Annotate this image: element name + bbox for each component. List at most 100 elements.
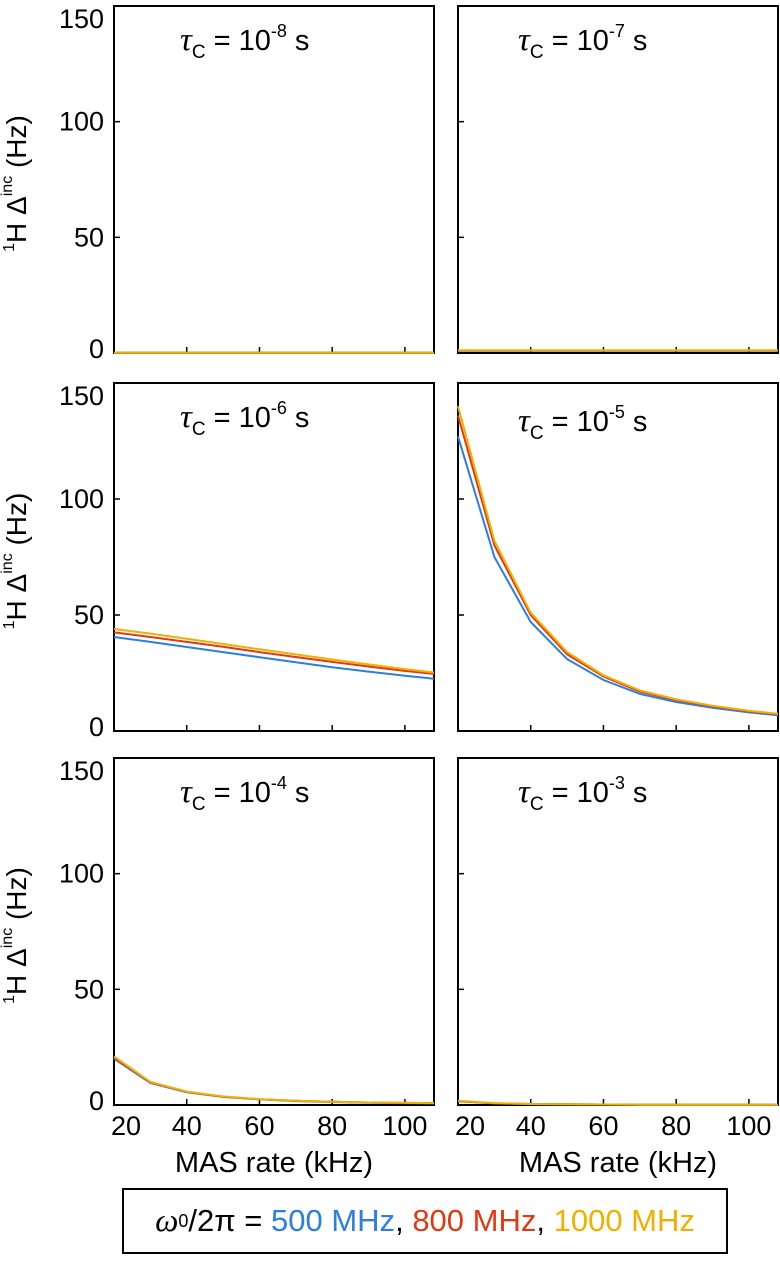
panel-label: τC = 10-6 s — [180, 398, 309, 440]
y-tick-label: 150 — [59, 756, 104, 786]
series-line-800-mhz — [113, 1056, 435, 1105]
panel-label-tau: τ — [518, 22, 531, 58]
panel-label-unit: s — [625, 406, 648, 438]
panel-label-exp: -8 — [271, 21, 287, 41]
legend-separator-2: , — [536, 1203, 545, 1238]
x-tick-label: 100 — [382, 1111, 427, 1141]
panel-label-eq: = 10 — [544, 777, 609, 809]
panel-6: 20 40 60 80 100 τC = 10-3 s MAS rate (kHz) — [455, 757, 779, 1179]
y-tick-label: 100 — [59, 107, 104, 137]
x-tick-label: 100 — [726, 1111, 771, 1141]
legend-entry-500: 500 MHz — [271, 1203, 396, 1238]
legend-suffix: /2π = — [188, 1203, 263, 1238]
y-axis-title-main: H Δ — [1, 948, 32, 995]
panel-label-unit: s — [287, 777, 310, 809]
x-tick-label: 20 — [111, 1111, 141, 1141]
y-axis-title-units: (Hz) — [1, 867, 32, 928]
panel-label-unit: s — [287, 25, 310, 57]
x-tick-label: 40 — [172, 1111, 202, 1141]
panel-label-exp: -4 — [271, 773, 287, 793]
y-axis-title-main: H Δ — [1, 196, 32, 243]
panel-label-exp: -6 — [271, 398, 287, 418]
y-tick-label: 150 — [59, 381, 104, 411]
y-axis-title: 1H Δinc (Hz) — [0, 115, 32, 252]
y-tick-label: 50 — [74, 222, 104, 252]
panel-label-tau: τ — [180, 22, 193, 58]
panel-label-tau: τ — [518, 774, 531, 810]
y-axis-title-units: (Hz) — [1, 115, 32, 176]
panel-label: τC = 10-5 s — [518, 402, 647, 444]
panel-2: τC = 10-7 s — [457, 5, 779, 354]
legend-entry-1000: 1000 MHz — [553, 1203, 695, 1238]
y-tick-label: 50 — [74, 600, 104, 630]
series-line-1000-mhz — [457, 1099, 778, 1106]
series-line-500-mhz — [113, 636, 435, 680]
legend-entry-800: 800 MHz — [412, 1203, 537, 1238]
y-axis-title: 1H Δinc (Hz) — [0, 867, 32, 1004]
panel-label-unit: s — [287, 402, 310, 434]
panel-frame — [457, 382, 779, 732]
series-line-1000-mhz — [457, 405, 779, 715]
x-tick-label: 80 — [317, 1111, 347, 1141]
panel-label-sub: C — [530, 42, 544, 63]
series-line-500-mhz — [457, 436, 779, 717]
legend-separator-1: , — [395, 1203, 404, 1238]
panel-label-exp: -7 — [609, 21, 625, 41]
panel-label-exp: -5 — [609, 402, 625, 422]
legend-subscript: 0 — [178, 1210, 189, 1231]
panel-label-sub: C — [530, 794, 544, 815]
y-axis-title-main: H Δ — [1, 574, 32, 621]
panel-frame — [457, 5, 779, 354]
legend: ω 0/2π = 500 MHz, 800 MHz, 1000 MHz — [122, 1188, 728, 1254]
panel-label-tau: τ — [518, 403, 531, 439]
panel-label-unit: s — [625, 25, 648, 57]
panel-label-exp: -3 — [609, 773, 625, 793]
y-tick-label: 0 — [89, 334, 104, 364]
y-axis-title-units: (Hz) — [1, 493, 32, 554]
panel-frame — [457, 757, 779, 1106]
y-axis-title-prefix: 1 — [1, 243, 18, 252]
panel-label-sub: C — [192, 42, 206, 63]
series-line-800-mhz — [113, 631, 435, 675]
series-line-500-mhz — [113, 1057, 435, 1105]
panel-3: 0 50 100 150 τC = 10-6 s 1H Δinc (Hz) — [0, 381, 435, 742]
panel-label-tau: τ — [180, 774, 193, 810]
y-axis-title: 1H Δinc (Hz) — [0, 493, 32, 630]
panel-4: τC = 10-5 s — [457, 382, 779, 732]
panel-5: 20 40 60 80 100 0 50 100 150 τC = 10-4 s 1H Δinc (… — [0, 756, 435, 1179]
panel-label-unit: s — [625, 777, 648, 809]
legend-symbol: ω — [155, 1202, 179, 1239]
series-line-1000-mhz — [113, 1055, 435, 1105]
panel-1: 0 50 100 150 τC = 10-8 s 1H Δinc (Hz) — [0, 4, 435, 364]
y-axis-title-sup: inc — [0, 553, 16, 573]
panel-label-sub: C — [530, 423, 544, 444]
y-axis-title-prefix: 1 — [1, 995, 18, 1004]
y-tick-label: 100 — [59, 859, 104, 889]
panel-label-tau: τ — [180, 399, 193, 435]
series-line-1000-mhz — [113, 627, 435, 674]
panel-label: τC = 10-3 s — [518, 773, 647, 815]
y-axis-title-sup: inc — [0, 176, 16, 196]
y-axis-title-prefix: 1 — [1, 620, 18, 629]
y-tick-label: 0 — [89, 1086, 104, 1116]
panel-label-eq: = 10 — [206, 777, 271, 809]
panel-frame — [113, 757, 435, 1106]
panel-label: τC = 10-4 s — [180, 773, 309, 815]
y-tick-label: 150 — [59, 4, 104, 34]
panel-frame — [113, 5, 435, 354]
x-tick-label: 80 — [661, 1111, 691, 1141]
panel-label-eq: = 10 — [544, 406, 609, 438]
panel-frame — [113, 382, 435, 732]
x-tick-label: 60 — [244, 1111, 274, 1141]
panel-label-sub: C — [192, 419, 206, 440]
panel-label-eq: = 10 — [206, 402, 271, 434]
x-tick-label: 40 — [516, 1111, 546, 1141]
y-tick-label: 100 — [59, 484, 104, 514]
x-axis-title: MAS rate (kHz) — [175, 1147, 373, 1179]
x-tick-label: 20 — [455, 1111, 485, 1141]
panel-label: τC = 10-7 s — [518, 21, 647, 63]
panel-label: τC = 10-8 s — [180, 21, 309, 63]
panel-label-eq: = 10 — [544, 25, 609, 57]
y-tick-label: 50 — [74, 974, 104, 1004]
